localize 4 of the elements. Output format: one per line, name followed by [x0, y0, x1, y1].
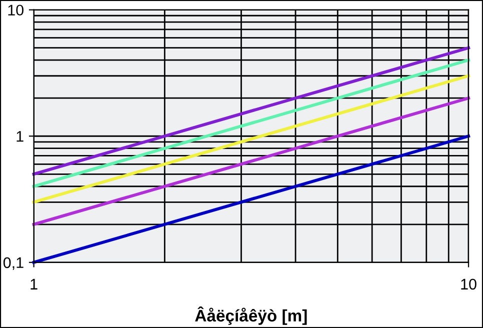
y-tick-label: 1 [16, 131, 24, 142]
x-axis-title: Âåëçíåêÿò [m] [195, 306, 307, 325]
y-tick-label: 10 [8, 4, 24, 16]
y-tick-label: 0,1 [3, 257, 24, 270]
